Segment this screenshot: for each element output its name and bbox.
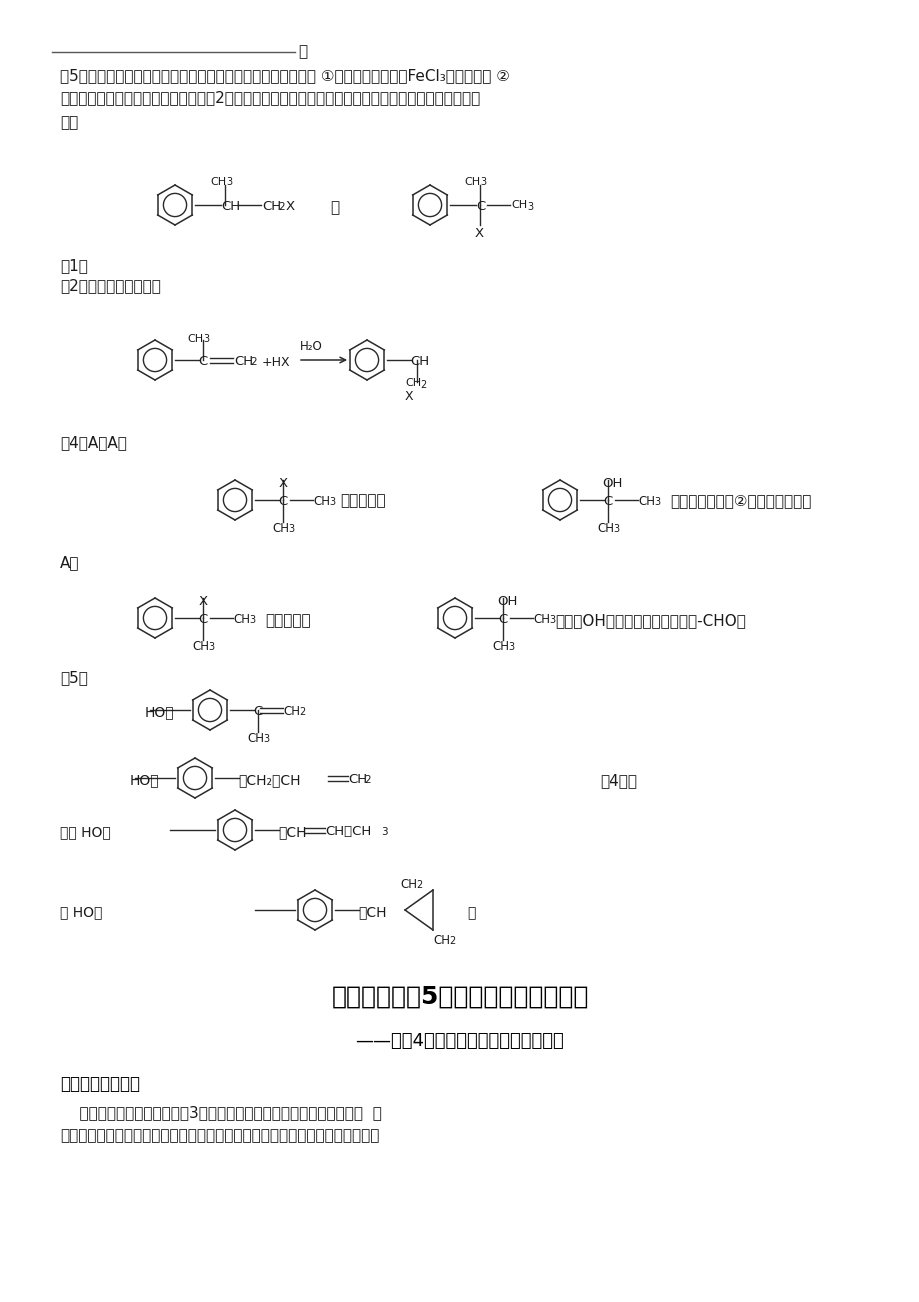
Text: 2: 2 xyxy=(364,775,370,785)
Text: CH: CH xyxy=(404,378,421,388)
Text: CH: CH xyxy=(410,355,428,368)
Text: －CH: －CH xyxy=(278,825,306,838)
Text: CH: CH xyxy=(233,355,253,368)
Text: 答案: 答案 xyxy=(60,115,78,130)
Text: CH: CH xyxy=(272,522,289,535)
Text: CH: CH xyxy=(347,773,367,786)
Text: X: X xyxy=(278,477,288,490)
Text: 2: 2 xyxy=(448,936,455,947)
Text: C: C xyxy=(497,613,506,626)
Text: 3: 3 xyxy=(249,615,255,625)
Text: （4分）: （4分） xyxy=(599,773,636,788)
Text: （5）: （5） xyxy=(60,671,88,685)
Text: －CH₂－CH: －CH₂－CH xyxy=(238,773,301,786)
Text: 3: 3 xyxy=(653,497,660,506)
Text: CH: CH xyxy=(312,495,330,508)
Text: 2: 2 xyxy=(299,707,305,717)
Text: 的水解产物: 的水解产物 xyxy=(265,613,311,628)
Text: 2: 2 xyxy=(250,357,256,367)
Text: CH: CH xyxy=(246,732,264,745)
Text: X: X xyxy=(199,595,208,608)
Text: CH: CH xyxy=(262,201,281,214)
Text: CH: CH xyxy=(596,522,613,535)
Text: －CH: －CH xyxy=(357,905,386,919)
Text: 本专题在知识结构上是专题3《常见的烃》的延续，特别是《第一单元  卤: 本专题在知识结构上是专题3《常见的烃》的延续，特别是《第一单元 卤 xyxy=(60,1105,381,1120)
Text: 3: 3 xyxy=(329,497,335,506)
Text: 2: 2 xyxy=(415,880,422,891)
Text: X: X xyxy=(474,227,483,240)
Text: C: C xyxy=(602,495,611,508)
Text: OH: OH xyxy=(496,595,516,608)
Text: （5）这种香料具有多种同分异构体，其中某种物质有下列性质 ①该物质的水溶液遇FeCl₃溶液呈紫色 ②: （5）这种香料具有多种同分异构体，其中某种物质有下列性质 ①该物质的水溶液遇Fe… xyxy=(60,68,509,83)
Text: 3: 3 xyxy=(226,177,232,187)
Text: （1）: （1） xyxy=(60,258,88,273)
Text: X: X xyxy=(404,391,414,404)
Text: （2）加成；消去；水解: （2）加成；消去；水解 xyxy=(60,279,161,293)
Text: CH: CH xyxy=(233,613,250,626)
Text: X: X xyxy=(286,201,295,214)
Text: C: C xyxy=(278,495,287,508)
Text: CH: CH xyxy=(532,613,550,626)
Text: 3: 3 xyxy=(612,523,618,534)
Text: C: C xyxy=(198,355,207,368)
Text: CH: CH xyxy=(187,335,203,344)
Text: （或 HO－: （或 HO－ xyxy=(60,825,110,838)
Text: CH: CH xyxy=(637,495,654,508)
Text: 3: 3 xyxy=(507,642,514,652)
Text: CH: CH xyxy=(433,934,449,947)
Text: CH－CH: CH－CH xyxy=(324,825,371,838)
Text: HO－: HO－ xyxy=(130,773,160,786)
Text: 2: 2 xyxy=(420,380,425,391)
Text: OH: OH xyxy=(601,477,621,490)
Text: H₂O: H₂O xyxy=(300,340,323,353)
Text: 3: 3 xyxy=(203,335,209,344)
Text: 3: 3 xyxy=(263,734,269,743)
Text: 3: 3 xyxy=(288,523,294,534)
Text: 分子中有苯环，且苯环上的一溴代物有2种。写出符合上述两条件的物质可能的结构简式。（只写两种）: 分子中有苯环，且苯环上的一溴代物有2种。写出符合上述两条件的物质可能的结构简式。… xyxy=(60,90,480,105)
Text: （4）A中A中: （4）A中A中 xyxy=(60,435,127,450)
Text: 3: 3 xyxy=(527,202,532,212)
Text: 一、本专题的地位: 一、本专题的地位 xyxy=(60,1075,140,1092)
Text: +HX: +HX xyxy=(262,355,290,368)
Text: CH: CH xyxy=(221,201,240,214)
Text: CH: CH xyxy=(192,641,209,654)
Text: CH: CH xyxy=(510,201,527,210)
Text: ——专题4（烃的衍生物）阶段教学分析: ——专题4（烃的衍生物）阶段教学分析 xyxy=(356,1032,563,1049)
Text: CH: CH xyxy=(400,878,416,891)
Text: A中: A中 xyxy=(60,555,79,570)
Text: 3: 3 xyxy=(549,615,554,625)
Text: 2: 2 xyxy=(278,202,284,212)
Text: C: C xyxy=(475,201,484,214)
Text: 或 HO－: 或 HO－ xyxy=(60,905,102,919)
Text: 。: 。 xyxy=(298,44,307,59)
Text: 高二化学选修5（有机）阶段教学分析: 高二化学选修5（有机）阶段教学分析 xyxy=(331,986,588,1009)
Text: 不能经氧化反应②而得到产品（或: 不能经氧化反应②而得到产品（或 xyxy=(669,493,811,508)
Text: CH: CH xyxy=(283,704,300,717)
Text: 代烃》它本身不仅属烃的衍生物，而且是烃与烃的衍生物之间的关键衔接点。本: 代烃》它本身不仅属烃的衍生物，而且是烃与烃的衍生物之间的关键衔接点。本 xyxy=(60,1128,379,1143)
Text: ，: ， xyxy=(330,201,339,215)
Text: C: C xyxy=(198,613,207,626)
Text: 3: 3 xyxy=(208,642,214,652)
Text: HO－: HO－ xyxy=(145,704,175,719)
Text: 中的－OH不在链端，不能氧化成-CHO）: 中的－OH不在链端，不能氧化成-CHO） xyxy=(554,613,745,628)
Text: CH: CH xyxy=(210,177,226,187)
Text: 3: 3 xyxy=(480,177,485,187)
Text: 的水解产物: 的水解产物 xyxy=(340,493,385,508)
Text: CH: CH xyxy=(492,641,508,654)
Text: CH: CH xyxy=(463,177,480,187)
Text: 3: 3 xyxy=(380,827,387,837)
Text: C: C xyxy=(253,704,262,717)
Text: ）: ） xyxy=(467,906,475,921)
